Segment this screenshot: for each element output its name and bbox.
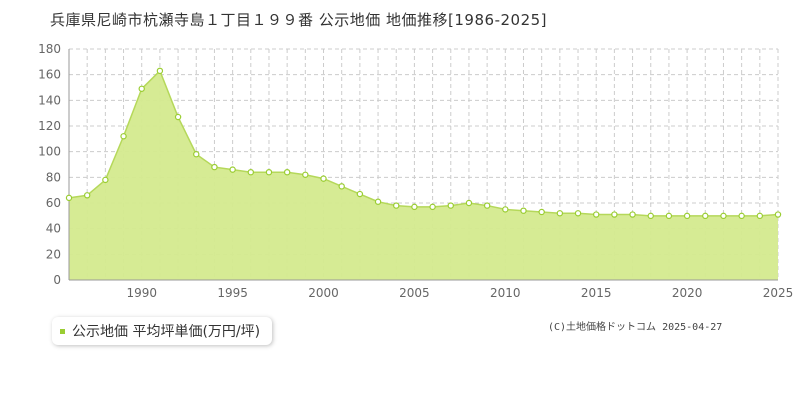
data-point-2020 [683,212,691,220]
data-point-2023 [738,212,745,220]
series-area-fill [69,70,778,280]
data-point-2011 [520,207,527,214]
x-tick-labels: 1990 1995 2000 2005 2010 2015 2020 2025 [126,286,793,300]
x-tick-label: 2015 [581,286,612,300]
data-point-1986 [65,194,73,202]
data-point-2006 [429,203,436,211]
data-point-2003 [374,198,382,205]
data-point-1998 [283,168,291,176]
data-point-1988 [102,176,109,184]
data-point-1996 [247,168,254,176]
x-tick-label: 2025 [763,286,794,300]
data-point-2000 [320,175,327,182]
axes [68,49,778,281]
data-point-2004 [393,202,400,209]
data-point-2018 [647,212,654,220]
data-point-2025 [774,211,782,218]
data-point-2012 [538,208,545,216]
data-point-2005 [411,203,418,211]
data-point-1994 [211,163,218,171]
y-tick-label: 100 [38,145,61,159]
data-point-2019 [665,212,673,220]
y-tick-label: 180 [38,42,61,56]
data-point-2017 [629,211,636,218]
data-point-2001 [338,183,345,190]
y-tick-labels: 0 20 40 60 80 100 120 140 160 180 [38,42,61,287]
data-point-1989 [120,133,127,140]
legend-swatch-icon [60,328,65,334]
data-point-1997 [265,168,273,176]
series-line [68,69,779,217]
series-area [68,69,779,280]
data-point-1999 [302,171,309,178]
data-point-1987 [83,192,91,199]
y-tick-label: 80 [46,170,61,184]
y-tick-label: 120 [38,119,61,133]
data-point-1990 [138,85,145,92]
data-point-1995 [229,166,236,173]
x-tick-label: 2000 [308,286,339,300]
y-tick-label: 160 [38,68,61,82]
y-tick-label: 140 [38,93,61,107]
data-point-2010 [502,206,509,213]
copyright-text: (C)土地価格ドットコム 2025-04-27 [548,322,723,333]
x-tick-label: 2020 [672,286,703,300]
series-markers [65,67,782,220]
y-tick-label: 40 [46,222,61,236]
data-point-2015 [593,211,600,218]
data-point-1991 [156,67,164,75]
x-tick-label: 2005 [399,286,430,300]
data-point-2014 [574,210,582,217]
data-point-2007 [447,202,454,209]
y-tick-label: 60 [46,196,61,210]
data-point-1993 [193,151,200,158]
legend-label: 公示地価 平均坪単価(万円/坪) [72,324,261,340]
data-point-2008 [465,199,473,207]
y-tick-label: 20 [46,247,61,261]
x-tick-label: 1990 [126,286,157,300]
data-point-2022 [720,212,727,220]
data-point-2021 [702,212,709,220]
data-point-2002 [356,190,364,198]
data-point-1992 [174,113,182,121]
x-tick-label: 1995 [217,286,248,300]
page-title: 兵庫県尼崎市杭瀬寺島１丁目１９９番 公示地価 地価推移[1986-2025] [50,11,548,29]
legend: 公示地価 平均坪単価(万円/坪) [52,317,273,345]
data-point-2009 [483,202,491,209]
data-point-2013 [556,210,564,217]
data-point-2024 [756,212,764,220]
y-tick-label: 0 [53,273,61,287]
data-point-2016 [611,211,618,218]
x-tick-label: 2010 [490,286,521,300]
